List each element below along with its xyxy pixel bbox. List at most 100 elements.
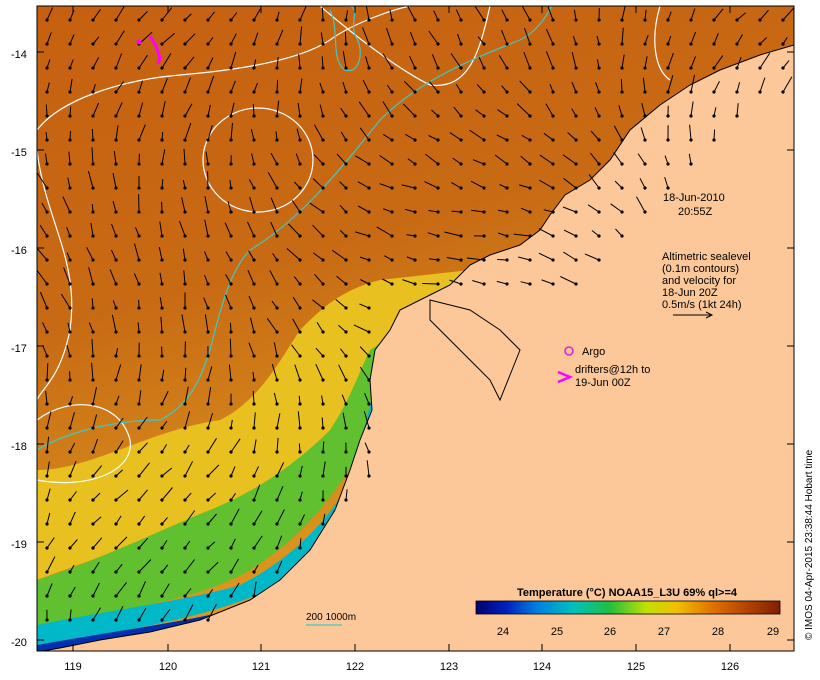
velocity-arrow bbox=[248, 250, 255, 261]
velocity-arrow-origin bbox=[574, 162, 578, 166]
velocity-arrow-origin bbox=[298, 498, 302, 502]
velocity-arrow-origin bbox=[344, 282, 348, 286]
velocity-arrow bbox=[299, 465, 303, 477]
velocity-arrow-origin bbox=[436, 42, 440, 46]
velocity-arrow-origin bbox=[114, 378, 118, 382]
velocity-arrow-origin bbox=[68, 354, 72, 358]
velocity-arrow-origin bbox=[160, 306, 164, 310]
velocity-arrow-origin bbox=[298, 90, 302, 94]
velocity-arrow-origin bbox=[505, 18, 509, 22]
argo-legend-marker bbox=[564, 346, 574, 356]
velocity-arrow bbox=[115, 6, 125, 21]
velocity-arrow-origin bbox=[298, 114, 302, 118]
velocity-arrow-origin bbox=[712, 138, 716, 142]
altimetry-legend-line: Altimetric sealevel bbox=[662, 251, 751, 263]
velocity-arrow bbox=[690, 56, 696, 69]
velocity-arrow bbox=[253, 510, 263, 525]
colorbar-tick-label: 27 bbox=[658, 626, 670, 638]
velocity-arrow-origin bbox=[367, 378, 371, 382]
velocity-arrow-origin bbox=[91, 66, 95, 70]
velocity-arrow bbox=[247, 221, 255, 237]
velocity-arrow bbox=[68, 151, 71, 165]
velocity-arrow bbox=[253, 484, 261, 501]
velocity-arrow-origin bbox=[413, 186, 417, 190]
velocity-arrow bbox=[133, 273, 140, 285]
isobath-line bbox=[37, 6, 553, 451]
velocity-arrow-origin bbox=[459, 162, 463, 166]
velocity-arrow bbox=[252, 104, 255, 117]
velocity-arrow-origin bbox=[114, 570, 118, 574]
velocity-arrow bbox=[422, 283, 439, 285]
velocity-arrow-origin bbox=[114, 522, 118, 526]
velocity-arrow bbox=[253, 8, 261, 21]
velocity-arrow-origin bbox=[298, 354, 302, 358]
velocity-arrow-origin bbox=[275, 498, 279, 502]
velocity-arrow-origin bbox=[689, 18, 693, 22]
velocity-arrow-origin bbox=[68, 210, 72, 214]
velocity-arrow bbox=[362, 27, 370, 45]
velocity-arrow-origin bbox=[528, 210, 532, 214]
velocity-arrow bbox=[567, 132, 577, 141]
velocity-arrow bbox=[87, 170, 94, 189]
velocity-arrow bbox=[207, 366, 213, 381]
velocity-arrow-origin bbox=[160, 330, 164, 334]
velocity-arrow-origin bbox=[45, 18, 49, 22]
velocity-arrow bbox=[207, 57, 214, 69]
velocity-arrow bbox=[288, 223, 301, 237]
velocity-arrow-origin bbox=[206, 498, 210, 502]
velocity-arrow-origin bbox=[459, 282, 463, 286]
velocity-arrow-origin bbox=[275, 234, 279, 238]
velocity-arrow bbox=[273, 342, 278, 357]
velocity-arrow-origin bbox=[183, 282, 187, 286]
velocity-arrow-origin bbox=[45, 162, 49, 166]
velocity-arrow-origin bbox=[183, 42, 187, 46]
velocity-arrow-origin bbox=[275, 522, 279, 526]
velocity-arrow bbox=[401, 184, 416, 189]
velocity-arrow bbox=[713, 8, 724, 21]
velocity-arrow bbox=[545, 103, 554, 117]
velocity-arrow-origin bbox=[390, 282, 394, 286]
velocity-arrow-origin bbox=[505, 66, 509, 70]
velocity-arrow-origin bbox=[45, 234, 49, 238]
velocity-arrow bbox=[88, 267, 94, 285]
velocity-arrow-origin bbox=[344, 42, 348, 46]
velocity-arrow bbox=[230, 102, 235, 117]
isobath-legend-label: 200 1000m bbox=[306, 612, 356, 623]
velocity-arrow-origin bbox=[91, 570, 95, 574]
velocity-arrow-origin bbox=[68, 18, 72, 22]
velocity-arrow-origin bbox=[114, 234, 118, 238]
sst-green-band bbox=[37, 320, 520, 625]
plot-frame bbox=[36, 5, 795, 652]
velocity-arrow-origin bbox=[137, 594, 141, 598]
velocity-arrow-origin bbox=[666, 18, 670, 22]
drifter-legend-marker bbox=[557, 370, 574, 384]
velocity-arrow bbox=[270, 197, 278, 213]
velocity-arrow-origin bbox=[206, 138, 210, 142]
velocity-arrow bbox=[478, 56, 485, 69]
velocity-arrow bbox=[312, 224, 324, 237]
velocity-arrow bbox=[386, 28, 393, 45]
velocity-arrow-origin bbox=[91, 498, 95, 502]
velocity-arrow-origin bbox=[528, 282, 532, 286]
velocity-arrow bbox=[179, 220, 186, 237]
velocity-arrow-origin bbox=[68, 546, 72, 550]
velocity-arrow bbox=[403, 80, 416, 93]
velocity-arrow bbox=[276, 438, 279, 453]
velocity-arrow-origin bbox=[206, 546, 210, 550]
velocity-arrow-origin bbox=[413, 18, 417, 22]
velocity-arrow bbox=[45, 390, 48, 405]
velocity-arrow bbox=[363, 410, 370, 429]
velocity-arrow-origin bbox=[183, 426, 187, 430]
velocity-arrow-origin bbox=[597, 162, 601, 166]
velocity-arrow-origin bbox=[620, 66, 624, 70]
velocity-arrow bbox=[251, 153, 255, 165]
lat-tick-label: -17 bbox=[11, 343, 27, 355]
velocity-arrow-origin bbox=[137, 354, 141, 358]
velocity-arrow-origin bbox=[298, 210, 302, 214]
velocity-arrow-origin bbox=[344, 138, 348, 142]
velocity-arrow bbox=[69, 34, 75, 45]
velocity-arrow-origin bbox=[160, 498, 164, 502]
velocity-arrow bbox=[92, 516, 102, 525]
colorbar: Temperature (°C) NOAA15_L3U 69% ql>=4 24… bbox=[475, 587, 781, 638]
